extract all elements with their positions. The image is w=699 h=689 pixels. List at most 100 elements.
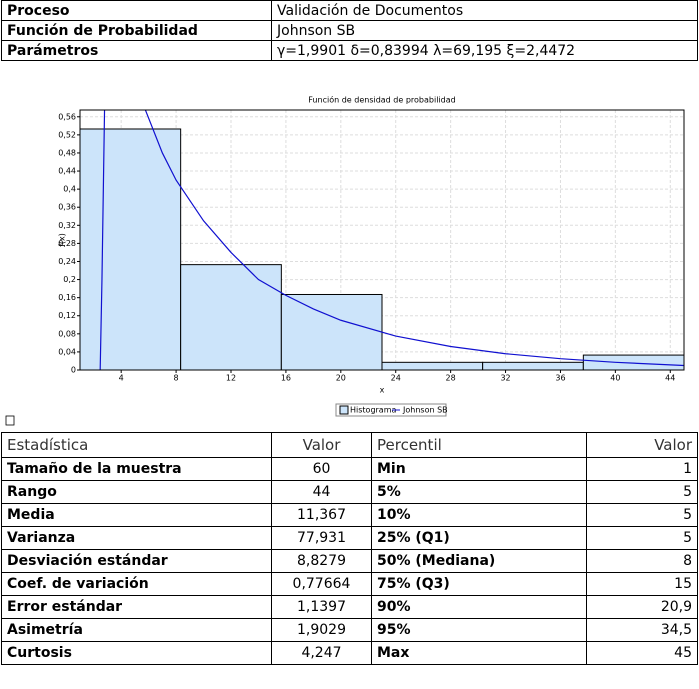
row: Desviación estándar 8,8279 50% (Mediana) 8 <box>1 549 698 573</box>
legend-frame <box>335 403 447 417</box>
cell: 25% (Q1) <box>371 526 587 550</box>
row: Curtosis 4,247 Max 45 <box>1 641 698 665</box>
x-tick-label: 24 <box>391 374 401 383</box>
cell: 60 <box>271 457 372 481</box>
cell: Valor <box>586 432 698 458</box>
cell: 50% (Mediana) <box>371 549 587 573</box>
cell: Tamaño de la muestra <box>1 457 272 481</box>
header-table: Proceso Validación de Documentos Función d… <box>1 0 698 61</box>
chart: Función de densidad de probabilidad x f(… <box>5 95 685 426</box>
cell: 95% <box>371 618 587 642</box>
cell: 4,247 <box>271 641 372 665</box>
row: Función de Probabilidad Johnson SB <box>1 20 698 41</box>
cell: Rango <box>1 480 272 504</box>
y-tick-label: 0,16 <box>58 293 76 302</box>
cell: 0,77664 <box>271 572 372 596</box>
cell: Desviación estándar <box>1 549 272 573</box>
box-glyph <box>5 415 15 426</box>
bar <box>79 128 182 371</box>
bar <box>180 264 282 371</box>
cell: 1,9029 <box>271 618 372 642</box>
y-tick-label: 0,12 <box>58 311 76 320</box>
cell: 1,1397 <box>271 595 372 619</box>
x-tick-label: 4 <box>119 374 124 383</box>
row: Rango 44 5% 5 <box>1 480 698 504</box>
cell: 11,367 <box>271 503 372 527</box>
cell: 5% <box>371 480 587 504</box>
cell: 77,931 <box>271 526 372 550</box>
bar <box>482 361 584 371</box>
x-tick-label: 32 <box>500 374 510 383</box>
y-tick-label: 0,28 <box>58 239 76 248</box>
cell: Validación de Documentos <box>271 0 698 21</box>
cell: 15 <box>586 572 698 596</box>
cell: 44 <box>271 480 372 504</box>
x-tick-label: 40 <box>610 374 620 383</box>
cell: Valor <box>271 432 372 458</box>
stats-table: Estadística Valor Percentil Valor Tamaño de … <box>1 432 698 665</box>
cell: Asimetría <box>1 618 272 642</box>
x-tick-label: 8 <box>174 374 179 383</box>
y-tick-label: 0,48 <box>58 148 76 157</box>
cell: 1 <box>586 457 698 481</box>
x-tick-label: 36 <box>555 374 565 383</box>
cell: Johnson SB <box>271 20 698 41</box>
y-tick-label: 0,24 <box>58 257 76 266</box>
y-tick-label: 0,2 <box>63 275 76 284</box>
plot-frame <box>79 109 685 371</box>
cell: 90% <box>371 595 587 619</box>
bar <box>582 354 685 371</box>
cell: Parámetros <box>1 40 272 61</box>
row: Proceso Validación de Documentos <box>1 0 698 21</box>
cell: Función de Probabilidad <box>1 20 272 41</box>
cell: 45 <box>586 641 698 665</box>
x-tick-label: 12 <box>226 374 236 383</box>
row: Estadística Valor Percentil Valor <box>1 432 698 458</box>
x-tick-label: 28 <box>446 374 456 383</box>
row: Coef. de variación 0,77664 75% (Q3) 15 <box>1 572 698 596</box>
cell: 20,9 <box>586 595 698 619</box>
y-tick-label: 0,04 <box>58 347 76 356</box>
cell: Varianza <box>1 526 272 550</box>
y-tick-label: 0,56 <box>58 112 76 121</box>
legend: Histograma Johnson SB <box>335 403 448 417</box>
x-tick-label: 16 <box>281 374 291 383</box>
x-tick-label: 20 <box>336 374 346 383</box>
cell: 8 <box>586 549 698 573</box>
y-tick-label: 0 <box>71 366 76 375</box>
cell: γ=1,9901 δ=0,83994 λ=69,195 ξ=2,4472 <box>271 40 698 61</box>
legend-label: Histograma <box>350 406 397 415</box>
bar <box>381 361 484 371</box>
cell: Curtosis <box>1 641 272 665</box>
y-tick-label: 0,32 <box>58 221 76 230</box>
chart-title: Función de densidad de probabilidad <box>308 95 455 105</box>
cell: 5 <box>586 526 698 550</box>
y-tick-label: 0,36 <box>58 203 76 212</box>
cell: 5 <box>586 480 698 504</box>
y-tick-label: 0,44 <box>58 167 76 176</box>
y-axis-label: f(x) <box>58 233 67 247</box>
cell: Error estándar <box>1 595 272 619</box>
legend-swatch <box>339 405 349 415</box>
row: Error estándar 1,1397 90% 20,9 <box>1 595 698 619</box>
cell: 10% <box>371 503 587 527</box>
row: Varianza 77,931 25% (Q1) 5 <box>1 526 698 550</box>
cell: 75% (Q3) <box>371 572 587 596</box>
cell: Coef. de variación <box>1 572 272 596</box>
row: Parámetros γ=1,9901 δ=0,83994 λ=69,195 ξ=… <box>1 40 698 61</box>
cell: Estadística <box>1 432 272 458</box>
row: Tamaño de la muestra 60 Min 1 <box>1 457 698 481</box>
cell: Min <box>371 457 587 481</box>
row: Media 11,367 10% 5 <box>1 503 698 527</box>
cell: Media <box>1 503 272 527</box>
cell: Max <box>371 641 587 665</box>
x-tick-label: 44 <box>665 374 675 383</box>
curve <box>99 110 684 370</box>
cell: 34,5 <box>586 618 698 642</box>
cell: Proceso <box>1 0 272 21</box>
bar <box>280 293 383 371</box>
row: Asimetría 1,9029 95% 34,5 <box>1 618 698 642</box>
y-tick-label: 0,52 <box>58 130 76 139</box>
y-tick-label: 0,08 <box>58 329 76 338</box>
